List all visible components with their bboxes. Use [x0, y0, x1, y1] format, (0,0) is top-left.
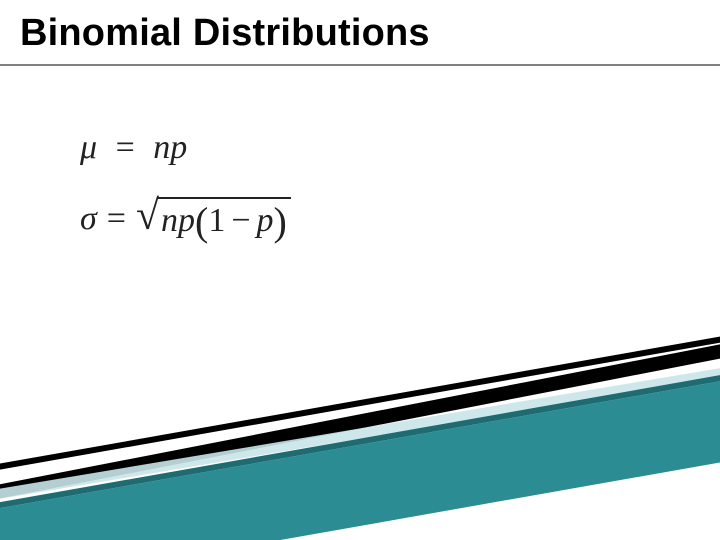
stripe-light — [0, 353, 720, 511]
page-title: Binomial Distributions — [20, 12, 430, 55]
close-paren: ) — [274, 199, 287, 244]
radicand-np: np — [161, 202, 195, 239]
formula-block: μ = np σ = √ np(1−p) — [80, 128, 291, 242]
title-underline — [0, 64, 720, 66]
decorative-stripes — [0, 227, 720, 540]
open-paren: ( — [195, 199, 208, 244]
symbol-sigma: σ — [80, 199, 97, 240]
formula-sd: σ = √ np(1−p) — [80, 197, 291, 242]
radicand-p: p — [257, 202, 274, 239]
equals-sign: = — [107, 199, 126, 240]
sqrt: √ np(1−p) — [136, 197, 291, 242]
symbol-mu: μ — [80, 129, 97, 166]
mean-rhs: np — [153, 129, 187, 166]
formula-mean: μ = np — [80, 128, 291, 169]
stripe-black-thin — [0, 322, 720, 484]
equals-sign: = — [116, 129, 135, 166]
stripe-black-thick — [0, 328, 720, 514]
stripe-teal-edge — [0, 359, 720, 521]
radicand-one: 1 — [208, 202, 225, 239]
radicand: np(1−p) — [157, 197, 291, 242]
radical-icon: √ — [136, 199, 159, 244]
minus-sign: − — [231, 202, 250, 239]
stripe-teal-fill — [0, 365, 720, 540]
